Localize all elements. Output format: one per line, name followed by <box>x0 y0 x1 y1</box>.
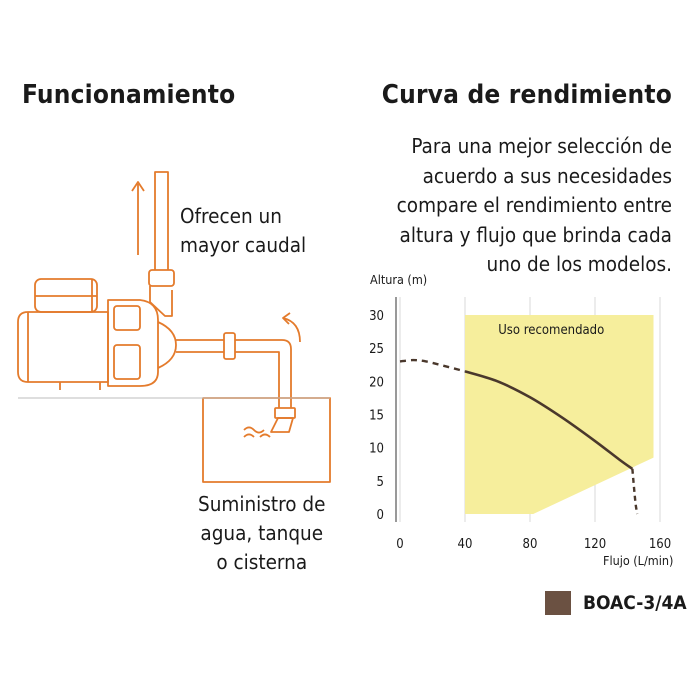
description-line: altura y flujo que brinda cada <box>399 222 672 247</box>
y-tick-label: 25 <box>369 342 384 357</box>
x-tick-label: 0 <box>396 537 403 552</box>
description-text: Para una mejor selección de acuerdo a su… <box>312 132 672 280</box>
legend-label: BOAC-3/4A <box>583 592 687 614</box>
curve-dashed-start <box>399 358 466 373</box>
y-tick-labels: 0 5 10 15 20 25 30 <box>369 309 384 523</box>
flow-label-line: Ofrecen un <box>180 204 282 228</box>
supply-label-line: agua, tanque <box>200 521 324 545</box>
description-line: acuerdo a sus necesidades <box>422 163 672 188</box>
x-tick-label: 120 <box>584 537 606 552</box>
y-tick-label: 20 <box>369 375 384 390</box>
x-tick-label: 40 <box>458 537 473 552</box>
curve-solid <box>464 370 634 470</box>
up-arrow-icon <box>131 181 145 255</box>
y-tick-label: 10 <box>369 442 384 457</box>
y-tick-label: 15 <box>369 409 384 424</box>
description-line: uno de los modelos. <box>486 252 673 276</box>
y-tick-label: 30 <box>369 309 384 324</box>
x-tick-labels: 0 40 80 120 160 <box>396 537 671 552</box>
x-axis-label: Flujo (L/min) <box>603 553 674 568</box>
recommended-zone-label: Uso recomendado <box>498 323 604 338</box>
flow-label: Ofrecen un mayor caudal <box>180 202 306 260</box>
supply-label-line: Suministro de <box>198 492 326 516</box>
x-tick-label: 80 <box>523 537 538 552</box>
supply-label-line: o cisterna <box>216 550 308 574</box>
heading-curva-rendimiento: Curva de rendimiento <box>381 80 672 110</box>
y-axis-label: Altura (m) <box>370 272 428 287</box>
curve-dashed-end <box>631 468 639 515</box>
flow-label-line: mayor caudal <box>180 233 307 257</box>
legend: BOAC-3/4A <box>545 591 687 615</box>
curved-arrow-icon <box>282 312 301 343</box>
description-line: Para una mejor selección de <box>411 134 672 158</box>
description-line: compare el rendimiento entre <box>396 193 672 217</box>
legend-swatch <box>545 591 571 615</box>
supply-label: Suministro de agua, tanque o cisterna <box>198 490 325 577</box>
x-tick-label: 160 <box>649 537 671 552</box>
y-tick-label: 5 <box>377 475 384 490</box>
y-tick-label: 0 <box>377 508 384 523</box>
heading-funcionamiento: Funcionamiento <box>22 80 236 110</box>
